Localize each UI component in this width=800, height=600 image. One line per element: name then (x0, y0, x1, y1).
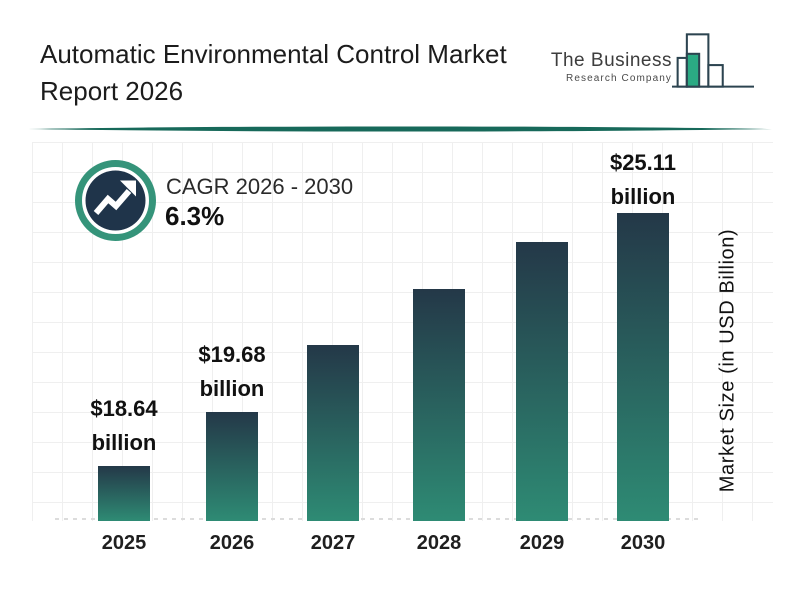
growth-arrow-icon (75, 160, 156, 241)
x-axis-baseline (55, 518, 701, 520)
x-tick-2027: 2027 (310, 532, 356, 554)
x-tick-2030: 2030 (620, 532, 666, 554)
bar-2026 (206, 412, 258, 521)
title-line-2: Report 2026 (40, 76, 184, 106)
bar-2029 (516, 242, 568, 521)
logo-bars-icon (672, 33, 754, 88)
x-tick-2028: 2028 (416, 532, 462, 554)
page-title: Automatic Environmental Control Market R… (40, 36, 580, 110)
logo-company-subtitle: Research Company (566, 73, 672, 84)
company-logo-text: The Business Research Company (470, 50, 672, 84)
bar-2028 (413, 289, 465, 521)
bar-value-label-2026: $19.68 billion (198, 342, 266, 401)
x-tick-2026: 2026 (209, 532, 255, 554)
cagr-value: 6.3% (165, 201, 225, 231)
bar-value-label-2030: $25.11 billion (609, 150, 677, 209)
bar-value-label-2025: $18.64 billion (90, 396, 158, 455)
x-tick-2029: 2029 (519, 532, 565, 554)
y-axis-label: Market Size (in USD Billion) (716, 228, 739, 493)
bar-2030 (617, 213, 669, 521)
divider-line (28, 126, 772, 132)
title-line-1: Automatic Environmental Control Market (40, 39, 507, 69)
bar-2025 (98, 466, 150, 521)
cagr-period-label: CAGR 2026 - 2030 (166, 174, 354, 199)
bar-2027 (307, 345, 359, 521)
x-tick-2025: 2025 (101, 532, 147, 554)
logo-company-name: The Business (550, 50, 672, 71)
